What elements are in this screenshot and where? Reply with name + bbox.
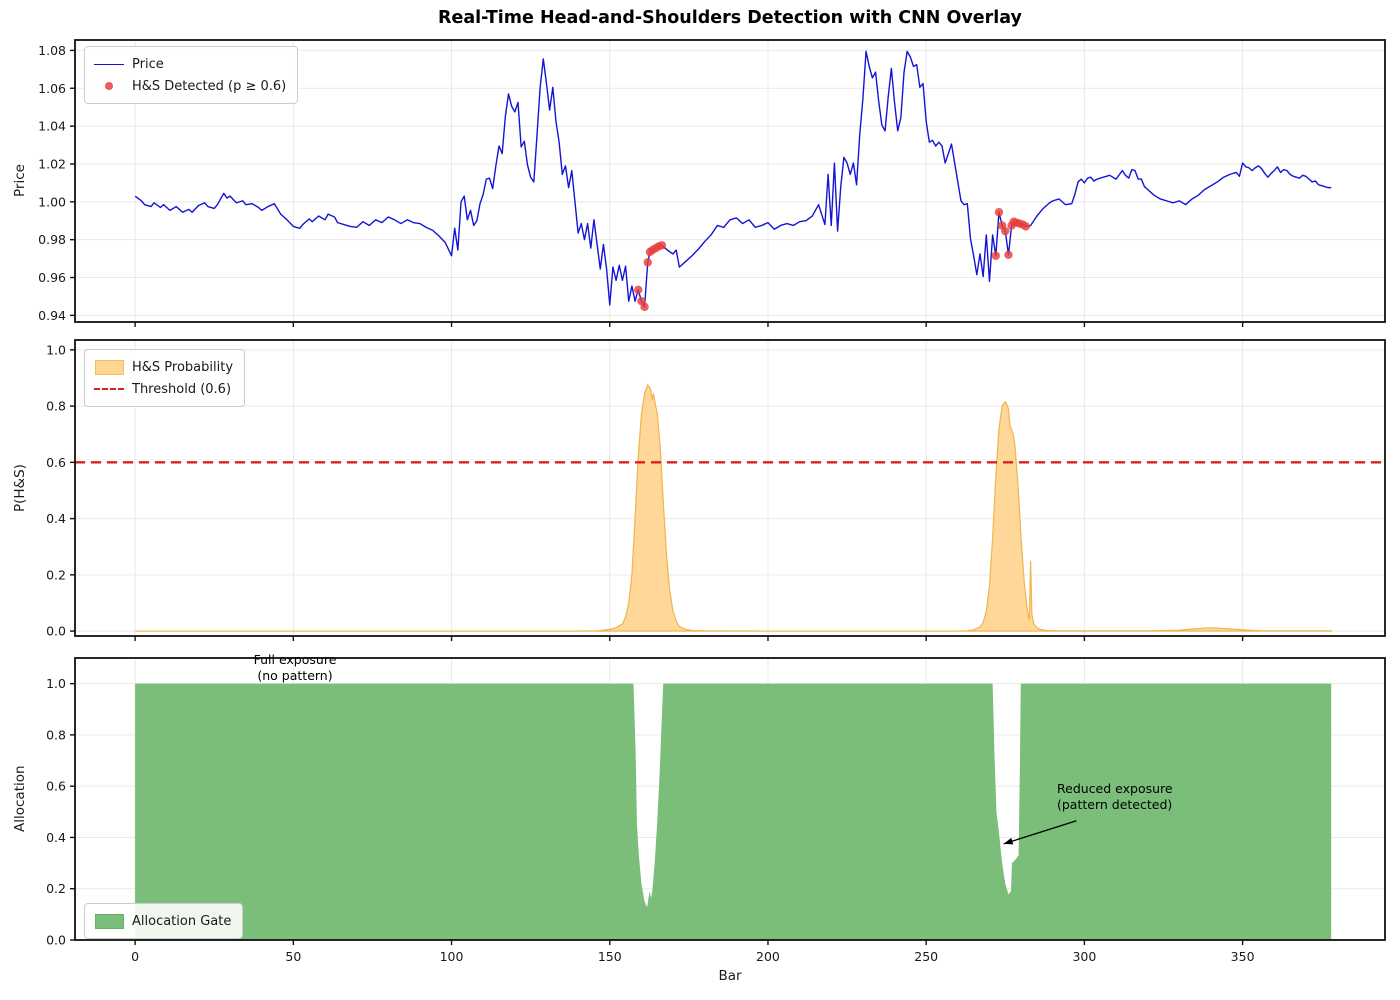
y-tick-label: 1.04 — [38, 119, 66, 134]
axes-spines — [74, 657, 1386, 941]
y-tick-label: 0.0 — [46, 624, 66, 639]
annotation-arrowhead — [1003, 837, 1014, 845]
legend-item-threshold: Threshold (0.6) — [94, 378, 233, 400]
y-tick-label: 0.94 — [38, 308, 66, 323]
x-axis-label: Bar — [718, 968, 742, 984]
y-tick-label: 1.0 — [46, 342, 66, 357]
legend-item-allocation: Allocation Gate — [94, 910, 231, 932]
y-axis-label-price: Price — [12, 164, 28, 198]
y-tick-label: 1.08 — [38, 43, 66, 58]
legend-item-probability: H&S Probability — [94, 356, 233, 378]
y-tick-label: 0.96 — [38, 270, 66, 285]
y-tick-label: 0.2 — [46, 567, 66, 582]
hs-detection-dot — [634, 285, 643, 295]
axes-spines — [74, 39, 1386, 323]
annotation-full-exposure: Full exposure (no pattern) — [253, 652, 337, 683]
panel-allocation: 0.0 0.2 0.4 0.6 0.8 1.0 0 50 100 150 200 250 300 350 — [46, 657, 1386, 964]
hs-detection-dot — [994, 208, 1004, 217]
hs-detection-dot — [1001, 226, 1010, 236]
y-tick-label: 0.6 — [46, 779, 66, 794]
x-tick-label: 150 — [598, 949, 622, 964]
y-tick-label: 0.4 — [46, 830, 66, 845]
probability-area — [135, 383, 1332, 632]
price-line — [134, 50, 1332, 308]
legend-probability-panel: H&S Probability Threshold (0.6) — [84, 349, 246, 407]
y-tick-label: 0.0 — [46, 933, 66, 948]
legend-price-panel: Price H&S Detected (p ≥ 0.6) — [84, 46, 299, 104]
panel-probability: 0.0 0.2 0.4 0.6 0.8 1.0 — [46, 339, 1386, 641]
y-tick-label: 1.02 — [38, 156, 66, 171]
legend-label: Threshold (0.6) — [132, 381, 232, 397]
x-tick-label: 100 — [440, 949, 464, 964]
x-tick-label: 300 — [1072, 949, 1096, 964]
legend-item-price: Price — [94, 53, 286, 75]
hs-detection-dot — [657, 241, 667, 250]
y-tick-label: 0.8 — [46, 399, 66, 414]
allocation-patch-swatch — [94, 913, 124, 929]
hs-detection-dot — [1004, 250, 1013, 260]
x-tick-label: 350 — [1231, 949, 1255, 964]
hs-detection-dot — [640, 302, 649, 312]
y-tick-label: 0.8 — [46, 727, 66, 742]
axes-spines — [74, 339, 1386, 637]
y-tick-label: 0.6 — [46, 455, 66, 470]
y-axis-label-probability: P(H&S) — [12, 464, 28, 512]
legend-label: Price — [132, 56, 164, 72]
hs-detection-dot — [991, 251, 1000, 260]
probability-patch-swatch — [94, 359, 124, 375]
threshold-dash-swatch — [94, 388, 124, 390]
x-tick-label: 200 — [756, 949, 780, 964]
y-tick-label: 1.00 — [38, 194, 66, 209]
detection-dot-swatch — [94, 82, 124, 90]
x-tick-label: 250 — [914, 949, 938, 964]
y-tick-label: 0.2 — [46, 881, 66, 896]
legend-label: H&S Probability — [132, 359, 234, 375]
legend-label: H&S Detected (p ≥ 0.6) — [132, 78, 287, 94]
annotation-arrow — [1003, 820, 1077, 845]
y-tick-label: 0.98 — [38, 232, 66, 247]
y-tick-label: 0.4 — [46, 511, 66, 526]
x-tick-label: 0 — [131, 949, 139, 964]
y-axis-label-allocation: Allocation — [12, 765, 28, 833]
allocation-area — [135, 683, 1332, 940]
hs-detection-dot — [1021, 222, 1031, 231]
hs-detection-dot — [643, 258, 652, 267]
y-tick-label: 1.0 — [46, 676, 66, 691]
annotation-reduced-exposure: Reduced exposure (pattern detected) — [1057, 781, 1173, 812]
legend-label: Allocation Gate — [132, 913, 232, 929]
y-tick-label: 1.06 — [38, 81, 66, 96]
x-tick-label: 50 — [285, 949, 301, 964]
legend-item-detections: H&S Detected (p ≥ 0.6) — [94, 75, 286, 97]
legend-allocation-panel: Allocation Gate — [84, 903, 244, 939]
figure-title: Real-Time Head-and-Shoulders Detection w… — [438, 8, 1022, 28]
price-line-swatch — [94, 63, 124, 65]
